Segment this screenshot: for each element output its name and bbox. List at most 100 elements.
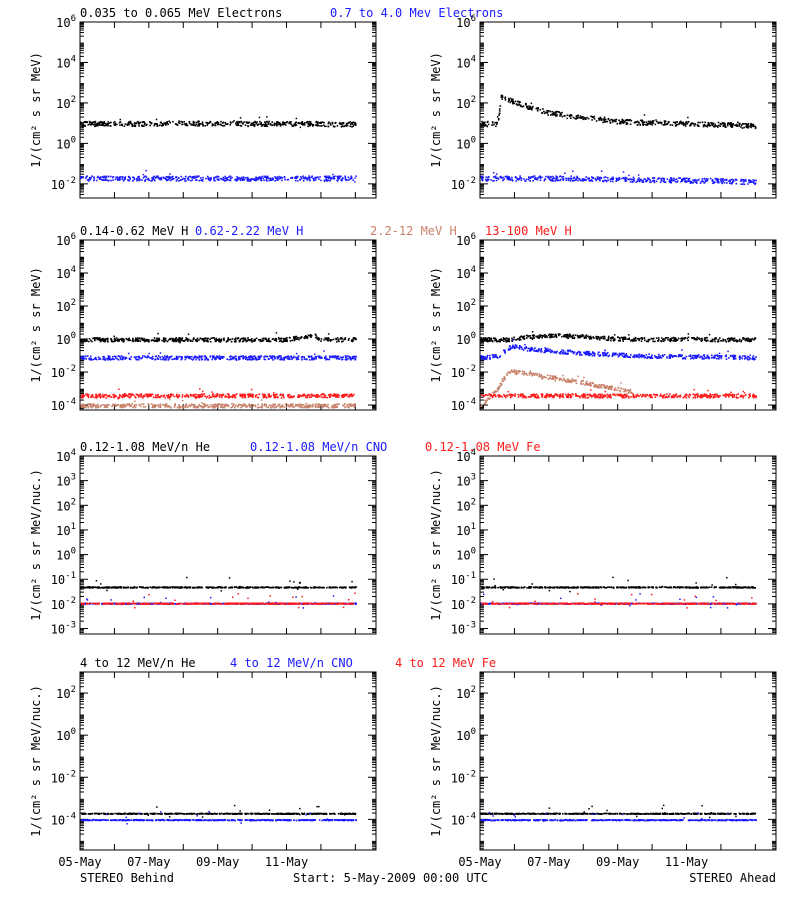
data-point (304, 336, 306, 338)
data-point (487, 178, 490, 181)
data-point (343, 404, 345, 407)
data-point (528, 177, 530, 180)
data-point (288, 393, 291, 396)
data-point (282, 393, 284, 396)
data-point (505, 175, 508, 178)
data-point (547, 175, 549, 178)
data-point (716, 177, 718, 180)
data-point (165, 403, 168, 405)
data-point (94, 339, 96, 342)
data-point (740, 180, 742, 182)
data-point (291, 125, 294, 127)
data-point (529, 180, 531, 182)
data-point (626, 122, 628, 124)
data-point (135, 339, 138, 342)
data-point (306, 406, 308, 409)
data-point (258, 176, 261, 178)
data-point (96, 338, 99, 341)
data-point (103, 340, 105, 343)
data-point (130, 356, 133, 358)
data-point (511, 100, 513, 102)
data-point (237, 178, 240, 181)
data-point (93, 179, 95, 182)
data-point (167, 359, 170, 361)
data-point (712, 180, 715, 183)
data-point (145, 340, 148, 342)
data-point (327, 403, 329, 406)
data-point (163, 338, 165, 340)
data-point (529, 105, 532, 108)
data-point (123, 338, 125, 341)
data-point (644, 178, 646, 180)
data-point (234, 338, 236, 341)
data-point (562, 178, 565, 180)
data-point (505, 339, 508, 342)
data-point (137, 176, 139, 178)
data-point (102, 358, 105, 361)
data-point (554, 177, 556, 180)
data-point (137, 340, 140, 342)
data-point (645, 121, 648, 123)
data-point (247, 393, 250, 395)
data-point (280, 337, 283, 340)
y-axis-label: 1/(cm² s sr MeV) (29, 52, 43, 168)
data-point (173, 395, 176, 398)
data-point (714, 123, 716, 126)
data-point (164, 406, 166, 408)
data-point (298, 394, 300, 397)
data-point (602, 335, 604, 338)
data-point (622, 176, 625, 179)
data-point (114, 124, 116, 126)
data-point (753, 179, 756, 182)
data-point (692, 337, 695, 339)
data-point (629, 123, 632, 126)
data-point (155, 355, 158, 357)
data-point (100, 338, 102, 340)
data-point (246, 179, 249, 182)
data-point (217, 339, 220, 342)
data-point (141, 179, 143, 181)
data-point (242, 356, 245, 359)
data-point (172, 393, 174, 396)
data-point (616, 178, 618, 181)
data-point (141, 338, 143, 340)
data-point (181, 356, 183, 359)
data-point (274, 357, 276, 360)
data-point (260, 122, 263, 124)
data-point (287, 394, 289, 396)
data-point (332, 125, 335, 128)
data-point (317, 355, 319, 358)
data-point (585, 337, 588, 339)
data-point (643, 121, 645, 123)
data-point (112, 394, 114, 396)
data-point (498, 340, 500, 342)
data-point (335, 338, 338, 341)
data-point (204, 125, 206, 127)
data-point (173, 357, 176, 360)
data-point (206, 124, 209, 126)
data-point (664, 337, 667, 339)
data-point (666, 123, 668, 126)
data-point (501, 96, 504, 98)
data-point (348, 395, 351, 398)
data-point (103, 122, 106, 125)
data-point (128, 179, 131, 182)
data-point (354, 123, 357, 125)
data-point (342, 122, 345, 125)
data-point (181, 123, 184, 125)
data-point (88, 176, 91, 179)
data-point (163, 337, 165, 339)
data-point (133, 178, 135, 181)
data-point (192, 121, 195, 123)
data-point (164, 337, 167, 340)
data-point (749, 125, 751, 128)
data-point (570, 178, 573, 180)
data-point (334, 355, 337, 357)
data-point (241, 396, 244, 399)
data-point (609, 178, 612, 181)
data-point (203, 406, 205, 409)
data-point (118, 355, 121, 357)
data-point (658, 338, 660, 341)
data-point (606, 120, 608, 123)
data-point (625, 177, 628, 179)
